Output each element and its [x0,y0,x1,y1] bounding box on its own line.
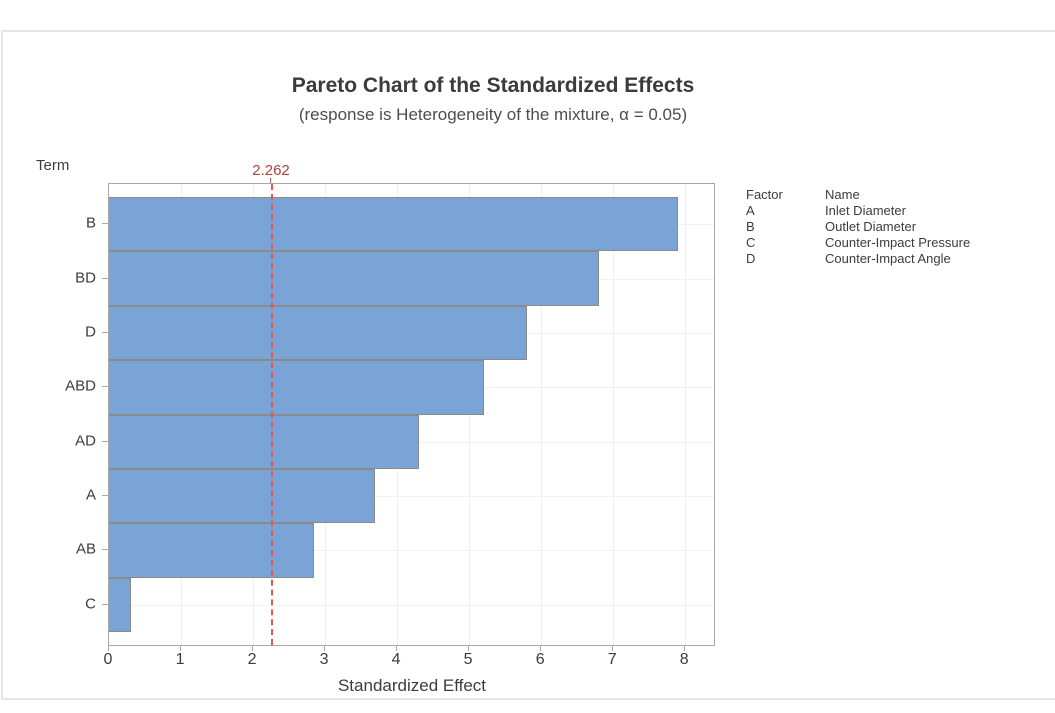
gridline-horizontal [109,550,714,552]
y-tick-mark [102,223,108,225]
gridline-vertical [540,184,542,645]
x-tick-mark [324,645,326,651]
reference-line-label: 2.262 [252,162,290,179]
legend-factor: C [746,235,756,250]
bar-d[interactable] [109,305,527,361]
reference-line [270,184,273,645]
legend-rows: A Inlet Diameter B Outlet Diameter C Counter-… [746,203,970,267]
bar-c[interactable] [109,577,131,632]
y-tick-mark [102,603,108,605]
legend-name: Inlet Diameter [825,203,906,218]
x-axis-title: Standardized Effect [337,676,487,695]
legend-header-row: Factor Name [746,187,970,203]
x-tick-mark [684,645,686,651]
y-tick-label: AD [75,432,96,450]
x-tick-mark [108,645,109,651]
bar-ad[interactable] [109,414,419,469]
x-tick-label: 4 [391,651,401,668]
x-tick-mark [612,645,614,651]
chart-title: Pareto Chart of the Standardized Effects [291,74,695,97]
bar-b[interactable] [109,197,678,252]
y-tick-label: B [85,214,96,232]
y-tick-label: A [85,486,96,504]
legend-row: A Inlet Diameter [746,203,970,219]
y-tick-label: D [85,323,96,341]
legend-row: C Counter-Impact Pressure [746,235,970,251]
y-tick-mark [102,331,108,333]
x-tick-mark [180,645,182,651]
plot-area [108,183,715,646]
legend-factor: A [746,203,755,218]
gridline-vertical [684,184,686,645]
legend-factor: D [746,251,756,266]
legend: Factor Name A Inlet Diameter B Outlet Diame… [746,187,970,267]
legend-name: Outlet Diameter [825,219,917,234]
x-tick-mark [252,645,254,651]
legend-factor: B [746,219,755,234]
x-tick-label: 3 [319,651,329,668]
legend-row: B Outlet Diameter [746,219,970,235]
reference-line-tick [270,178,271,183]
x-tick-label: 7 [607,651,617,668]
x-tick-mark [396,645,398,651]
x-tick-label: 5 [463,651,473,668]
gridline-horizontal [109,496,714,498]
x-tick-mark [468,645,470,651]
legend-name: Counter-Impact Angle [825,251,951,266]
x-tick-label: 1 [175,651,185,668]
y-axis-title: Term [36,157,70,174]
y-tick-mark [102,277,108,279]
y-tick-label: C [85,595,96,613]
bar-bd[interactable] [109,251,599,306]
gridline-horizontal [109,604,714,606]
legend-header-name: Name [825,187,860,202]
x-tick-label: 8 [679,651,689,668]
bar-a[interactable] [109,468,376,524]
x-tick-label: 0 [103,651,113,668]
legend-row: D Counter-Impact Angle [746,251,970,267]
gridline-vertical [612,184,614,645]
bar-abd[interactable] [109,360,484,415]
x-tick-mark [540,645,542,651]
y-tick-label: ABD [65,377,96,395]
y-tick-mark [102,549,108,551]
y-tick-mark [102,495,108,497]
chart-subtitle: (response is Heterogeneity of the mixtur… [298,105,688,124]
legend-header-factor: Factor [746,187,783,202]
gridline-vertical [468,184,470,645]
legend-name: Counter-Impact Pressure [825,235,971,250]
x-tick-label: 2 [247,651,257,668]
y-tick-label: AB [75,540,96,558]
y-tick-mark [102,386,108,388]
y-tick-label: BD [75,269,96,287]
bar-ab[interactable] [109,523,315,578]
graph-panel: Pareto Chart of the Standardized Effects… [1,30,1055,700]
x-tick-label: 6 [535,651,545,668]
y-tick-mark [102,440,108,442]
